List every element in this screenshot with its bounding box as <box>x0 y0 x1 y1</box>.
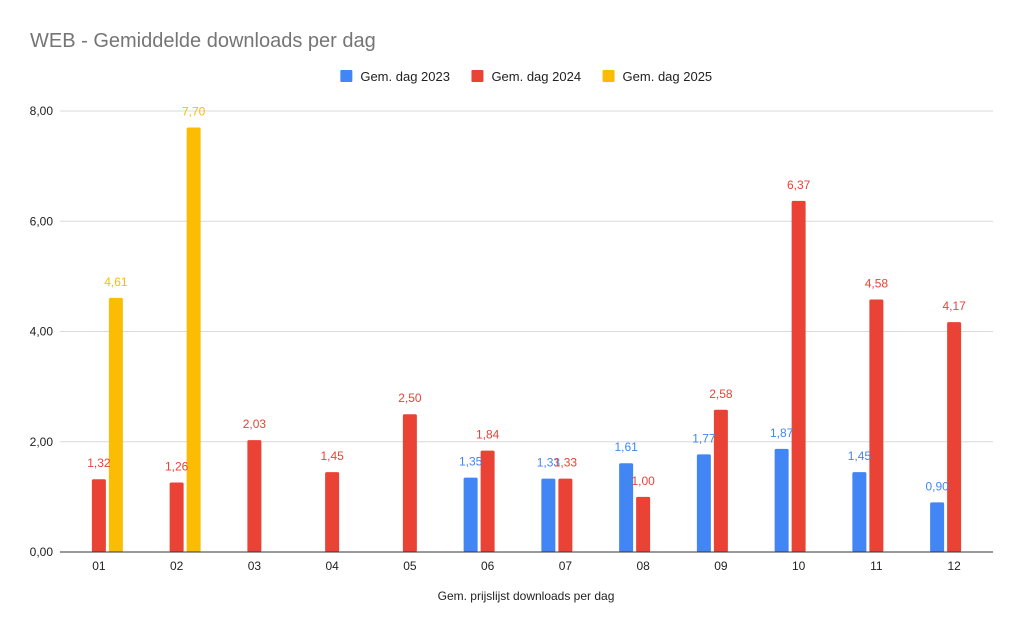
bar-07-series-2 <box>558 478 573 552</box>
x-tick-label: 04 <box>325 559 339 573</box>
data-label: 4,17 <box>942 299 966 313</box>
bars <box>91 127 962 552</box>
legend-label-1: Gem. dag 2023 <box>360 69 450 84</box>
data-label: 1,87 <box>770 426 794 440</box>
x-tick-label: 12 <box>947 559 961 573</box>
x-tick-label: 08 <box>636 559 650 573</box>
bar-12-series-1 <box>930 502 945 552</box>
legend-swatch-1 <box>340 70 353 82</box>
data-label: 1,33 <box>537 456 561 470</box>
bar-12-series-2 <box>947 322 962 552</box>
data-label: 4,58 <box>865 277 889 291</box>
y-tick-label: 2,00 <box>30 435 54 449</box>
legend: Gem. dag 2023 Gem. dag 2024 Gem. dag 2025 <box>340 69 712 84</box>
legend-label-3: Gem. dag 2025 <box>623 69 713 84</box>
bar-01-series-2 <box>91 479 106 552</box>
x-tick-label: 03 <box>248 559 262 573</box>
gridlines <box>60 110 993 443</box>
y-tick-label: 4,00 <box>30 325 54 339</box>
x-tick-label: 07 <box>559 559 573 573</box>
x-tick-label: 02 <box>170 559 184 573</box>
data-label: 6,37 <box>787 178 811 192</box>
data-label: 1,32 <box>87 456 111 470</box>
bar-08-series-1 <box>619 463 634 552</box>
data-label: 2,03 <box>243 417 267 431</box>
x-axis-title: Gem. prijslijst downloads per dag <box>438 589 615 603</box>
x-tick-label: 01 <box>92 559 106 573</box>
bar-09-series-1 <box>696 454 711 552</box>
data-label: 1,35 <box>459 455 483 469</box>
data-label: 1,61 <box>614 440 638 454</box>
legend-label-2: Gem. dag 2024 <box>491 69 581 84</box>
data-label: 1,45 <box>320 449 344 463</box>
bar-06-series-2 <box>480 450 495 552</box>
x-tick-label: 11 <box>870 559 883 573</box>
bar-10-series-1 <box>774 448 789 552</box>
y-axis-ticks: 0,00 2,00 4,00 6,00 8,00 <box>30 104 54 559</box>
bar-11-series-2 <box>869 299 884 552</box>
data-label: 1,84 <box>476 428 500 442</box>
x-tick-label: 09 <box>714 559 728 573</box>
data-label: 1,77 <box>692 431 716 445</box>
y-tick-label: 0,00 <box>30 545 54 559</box>
bar-03-series-2 <box>247 440 262 552</box>
y-tick-label: 6,00 <box>30 214 54 228</box>
data-label: 4,61 <box>104 275 128 289</box>
data-label: 2,50 <box>398 391 422 405</box>
x-axis-ticks: 01 02 03 04 05 06 07 08 09 10 11 12 <box>92 559 961 573</box>
chart-title: WEB - Gemiddelde downloads per dag <box>30 30 376 52</box>
data-label: 7,70 <box>182 105 206 119</box>
legend-swatch-3 <box>602 70 615 82</box>
data-label: 0,90 <box>925 479 949 493</box>
bar-02-series-3 <box>186 127 201 552</box>
bar-02-series-2 <box>169 482 184 552</box>
bar-06-series-1 <box>463 477 478 552</box>
x-tick-label: 10 <box>792 559 806 573</box>
bar-05-series-2 <box>402 414 417 552</box>
bar-10-series-2 <box>791 200 806 552</box>
bar-11-series-1 <box>852 472 867 552</box>
bar-07-series-1 <box>541 478 556 552</box>
y-tick-label: 8,00 <box>30 104 54 118</box>
bar-04-series-2 <box>325 472 340 552</box>
data-label: 2,58 <box>709 387 733 401</box>
x-tick-label: 06 <box>481 559 495 573</box>
x-tick-label: 05 <box>403 559 417 573</box>
bar-01-series-3 <box>108 297 123 552</box>
legend-swatch-2 <box>471 70 484 82</box>
data-label: 1,00 <box>631 474 655 488</box>
data-label: 1,26 <box>165 460 189 474</box>
data-label: 1,33 <box>554 456 578 470</box>
bar-08-series-2 <box>636 496 651 552</box>
bar-09-series-2 <box>713 409 728 552</box>
data-label: 1,45 <box>848 449 872 463</box>
data-labels: 1,32 4,61 1,26 7,70 2,03 1,45 2,50 1,35 1,84 1,33… <box>87 105 966 494</box>
